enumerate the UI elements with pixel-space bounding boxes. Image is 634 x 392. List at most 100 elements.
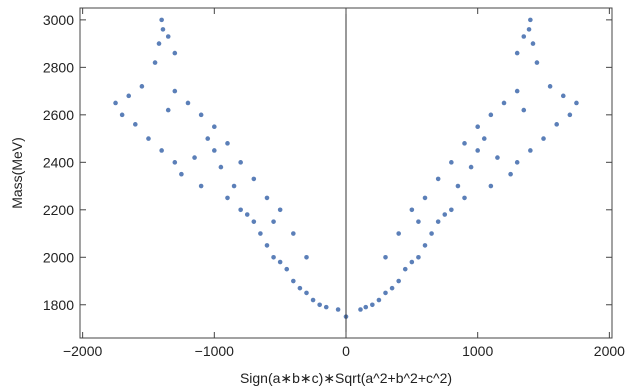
data-point [501,100,507,106]
data-point [534,60,540,65]
data-point [468,164,474,170]
data-point [258,231,263,236]
data-point [416,254,421,260]
points-layer [113,17,579,319]
data-point [508,171,513,177]
data-point [225,195,230,201]
data-point [567,112,573,118]
data-point [225,141,230,146]
data-point [277,207,283,213]
data-point [409,259,415,265]
data-point [409,207,415,213]
data-point [159,17,164,23]
data-point [291,278,296,284]
data-point [192,155,197,160]
data-point [251,219,257,224]
x-axis-title: Sign(a∗b∗c)∗Sqrt(a^2+b^2+c^2) [240,370,452,386]
data-point [304,254,309,260]
y-tick-label: 2800 [43,59,74,75]
x-tick-label: 0 [342,343,350,359]
data-point [172,88,178,94]
data-point [291,231,296,236]
data-point [264,195,270,201]
data-point [462,141,467,146]
data-point [488,112,494,118]
data-point [152,60,158,65]
x-tick-label: 1000 [462,343,493,359]
data-point [449,207,454,213]
data-point [297,285,303,291]
data-point [113,100,118,106]
data-point [435,176,441,182]
data-point [416,219,421,224]
data-point [488,183,494,189]
data-point [133,122,138,127]
data-point [554,122,559,127]
y-tick-label: 1800 [43,297,74,313]
data-point [271,254,276,260]
data-point [198,183,204,189]
data-point [370,302,375,308]
data-point [574,100,579,106]
data-point [165,107,171,113]
data-point [449,160,454,165]
data-point [396,278,401,284]
data-point [396,231,401,236]
data-point [495,155,500,160]
data-point [422,243,428,248]
x-axis-ticks: −2000 −1000 0 1000 2000 [63,8,625,359]
data-point [528,148,533,153]
data-point [271,219,276,224]
data-point [442,212,448,217]
data-point [205,136,211,141]
data-point [317,302,322,308]
data-point [119,112,125,118]
data-point [435,219,441,224]
data-point [560,93,566,99]
data-point [146,136,151,141]
y-axis-ticks: 1800 2000 2200 2400 2600 2800 3000 [43,12,612,313]
data-point [475,124,480,130]
data-point [323,304,329,310]
data-point [475,148,480,153]
data-point [231,183,237,189]
data-point [251,176,257,182]
x-tick-label: −1000 [195,343,235,359]
x-tick-label: −2000 [63,343,103,359]
data-point [541,136,546,141]
y-tick-label: 2600 [43,107,74,123]
data-point [218,164,224,170]
x-tick-label: 2000 [594,343,625,359]
data-point [481,136,487,141]
data-point [139,84,145,89]
data-point [358,307,363,312]
data-point [185,100,191,106]
y-tick-label: 3000 [43,12,74,28]
data-point [244,212,250,217]
data-point [528,17,533,23]
data-point [402,266,408,272]
data-point [389,285,395,291]
data-point [238,207,243,213]
data-point [156,41,162,46]
data-point [514,88,520,94]
data-point [429,231,434,236]
data-point [238,160,243,165]
data-point [363,304,369,310]
data-point [172,160,178,165]
data-point [514,50,520,56]
data-point [212,124,217,130]
data-point [526,27,532,32]
data-point [160,27,166,32]
data-point [455,183,461,189]
data-point [514,160,520,165]
data-point [383,254,388,260]
data-point [159,148,164,153]
data-point [530,41,536,46]
data-point [264,243,270,248]
y-axis-title: Mass(MeV) [9,137,25,209]
data-point [422,195,428,201]
data-point [335,307,341,312]
data-point [198,112,204,118]
